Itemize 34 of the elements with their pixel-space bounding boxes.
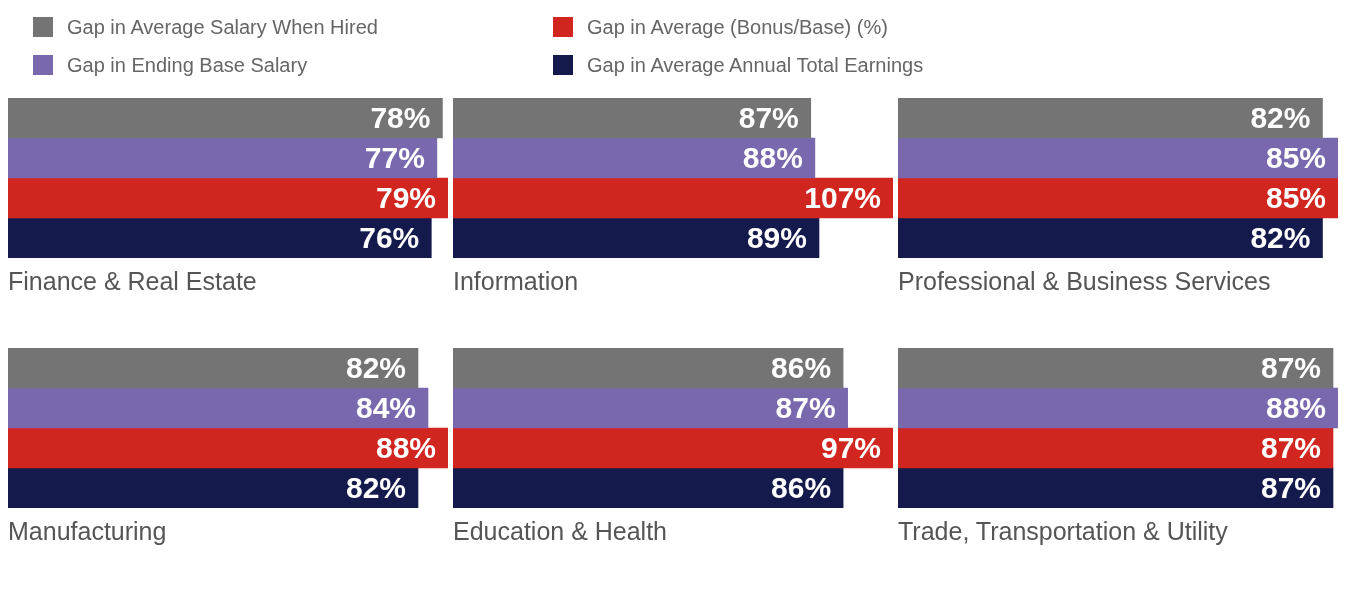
data-label: 87% <box>738 101 799 135</box>
data-label: 88% <box>742 141 803 175</box>
legend-label: Gap in Average Annual Total Earnings <box>587 53 924 77</box>
data-label: 82% <box>345 351 406 385</box>
data-label: 82% <box>1250 221 1311 255</box>
text: Education & Health <box>453 516 668 545</box>
text: Information <box>453 266 579 295</box>
text: Trade, Transportation & Utility <box>898 516 1229 545</box>
data-label: 78% <box>370 101 431 135</box>
data-label: 84% <box>355 391 416 425</box>
legend-label: Gap in Average Salary When Hired <box>67 15 378 39</box>
data-label: 97% <box>820 431 881 465</box>
data-label: 76% <box>359 221 420 255</box>
data-label: 86% <box>771 471 832 505</box>
data-label: 87% <box>775 391 836 425</box>
data-label: 88% <box>375 431 436 465</box>
data-label: 86% <box>771 351 832 385</box>
legend-label: Gap in Ending Base Salary <box>67 53 308 77</box>
text: Manufacturing <box>8 516 167 545</box>
data-label: 82% <box>345 471 406 505</box>
data-label: 87% <box>1260 471 1321 505</box>
data-label: 88% <box>1265 391 1326 425</box>
legend-label: Gap in Average (Bonus/Base) (%) <box>587 15 888 39</box>
data-label: 107% <box>804 181 881 215</box>
text: Finance & Real Estate <box>8 266 257 295</box>
data-label: 77% <box>364 141 425 175</box>
data-label: 89% <box>746 221 807 255</box>
data-label: 85% <box>1265 181 1326 215</box>
data-label: 82% <box>1250 101 1311 135</box>
data-label: 87% <box>1260 431 1321 465</box>
data-label: 87% <box>1260 351 1321 385</box>
text: Professional & Business Services <box>898 266 1271 295</box>
data-label: 85% <box>1265 141 1326 175</box>
data-label: 79% <box>375 181 436 215</box>
